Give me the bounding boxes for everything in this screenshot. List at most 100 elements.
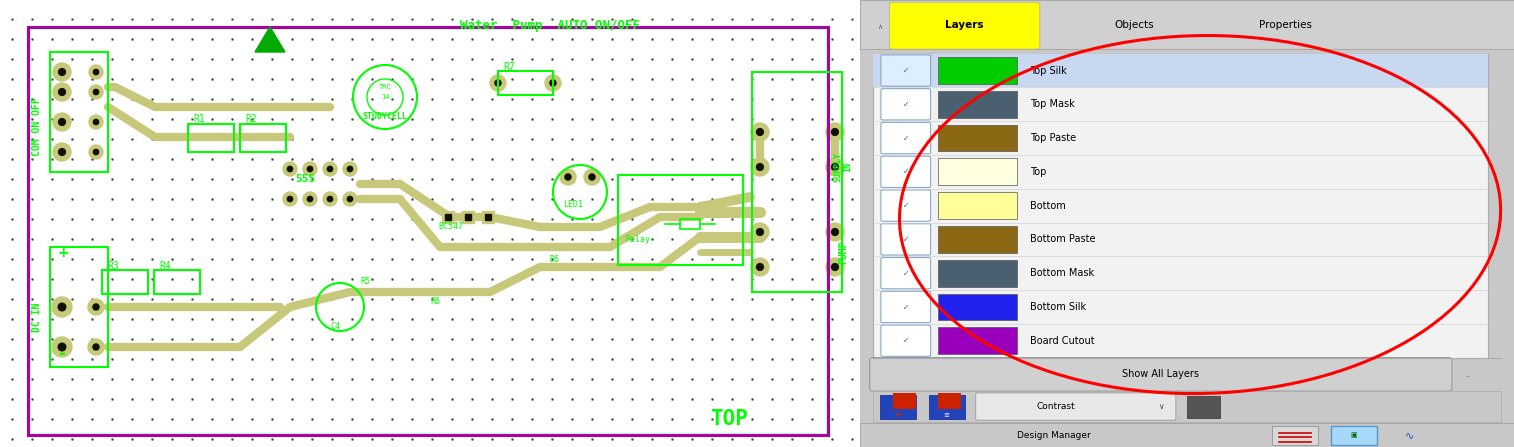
- Point: [740, 415, 765, 422]
- Text: Properties: Properties: [1258, 20, 1311, 30]
- Point: [400, 156, 424, 163]
- Point: [180, 435, 204, 443]
- Point: [480, 375, 504, 383]
- Point: [300, 295, 324, 303]
- Point: [139, 375, 164, 383]
- Point: [280, 375, 304, 383]
- Text: Bottom: Bottom: [1030, 201, 1066, 211]
- Point: [239, 76, 263, 83]
- Point: [640, 16, 665, 23]
- Point: [780, 435, 804, 443]
- Point: [400, 95, 424, 102]
- Point: [519, 16, 544, 23]
- Point: [619, 295, 643, 303]
- Point: [220, 76, 244, 83]
- Point: [480, 355, 504, 363]
- Point: [360, 115, 385, 122]
- Point: [200, 435, 224, 443]
- Point: [640, 255, 665, 262]
- Point: [400, 375, 424, 383]
- Point: [160, 16, 185, 23]
- Point: [380, 156, 404, 163]
- Point: [540, 255, 565, 262]
- Point: [400, 255, 424, 262]
- Point: [0, 396, 24, 403]
- Point: [660, 295, 684, 303]
- Point: [740, 255, 765, 262]
- Point: [699, 195, 724, 202]
- Point: [640, 156, 665, 163]
- Point: [239, 175, 263, 182]
- Point: [460, 35, 484, 42]
- Point: [699, 135, 724, 143]
- Point: [600, 295, 624, 303]
- Point: [280, 16, 304, 23]
- Point: [540, 335, 565, 342]
- Circle shape: [53, 143, 71, 161]
- Point: [0, 355, 24, 363]
- Point: [100, 115, 124, 122]
- Point: [61, 236, 85, 243]
- Point: [120, 435, 144, 443]
- Point: [840, 275, 864, 283]
- Point: [400, 355, 424, 363]
- Bar: [860, 423, 1514, 447]
- Point: [540, 415, 565, 422]
- Point: [239, 215, 263, 223]
- Point: [39, 175, 64, 182]
- Point: [39, 295, 64, 303]
- Point: [460, 316, 484, 323]
- Point: [719, 275, 743, 283]
- Point: [360, 275, 385, 283]
- Point: [799, 215, 824, 223]
- Circle shape: [51, 337, 73, 357]
- Point: [680, 135, 704, 143]
- Point: [239, 316, 263, 323]
- Point: [80, 35, 104, 42]
- Point: [80, 236, 104, 243]
- Point: [380, 355, 404, 363]
- Bar: [939, 125, 1017, 152]
- Point: [740, 316, 765, 323]
- Point: [0, 316, 24, 323]
- Point: [120, 195, 144, 202]
- Point: [200, 76, 224, 83]
- Point: [500, 335, 524, 342]
- Point: [260, 175, 285, 182]
- Point: [100, 95, 124, 102]
- Point: [360, 255, 385, 262]
- Point: [61, 255, 85, 262]
- Point: [740, 396, 765, 403]
- Point: [640, 355, 665, 363]
- Point: [680, 95, 704, 102]
- Point: [61, 275, 85, 283]
- Point: [200, 295, 224, 303]
- Point: [160, 35, 185, 42]
- Point: [600, 35, 624, 42]
- Point: [61, 115, 85, 122]
- Point: [120, 355, 144, 363]
- Point: [20, 76, 44, 83]
- Point: [80, 195, 104, 202]
- Point: [680, 115, 704, 122]
- Point: [39, 16, 64, 23]
- Circle shape: [322, 162, 338, 176]
- FancyBboxPatch shape: [881, 291, 931, 323]
- Point: [419, 415, 444, 422]
- Bar: [101, 270, 148, 294]
- Point: [780, 355, 804, 363]
- Point: [760, 355, 784, 363]
- Point: [100, 355, 124, 363]
- Point: [680, 55, 704, 63]
- Point: [500, 295, 524, 303]
- Point: [280, 275, 304, 283]
- Point: [540, 195, 565, 202]
- Point: [660, 115, 684, 122]
- Point: [840, 295, 864, 303]
- Point: [139, 35, 164, 42]
- Circle shape: [757, 264, 763, 270]
- Point: [740, 375, 765, 383]
- Point: [220, 295, 244, 303]
- Point: [200, 175, 224, 182]
- Point: [300, 355, 324, 363]
